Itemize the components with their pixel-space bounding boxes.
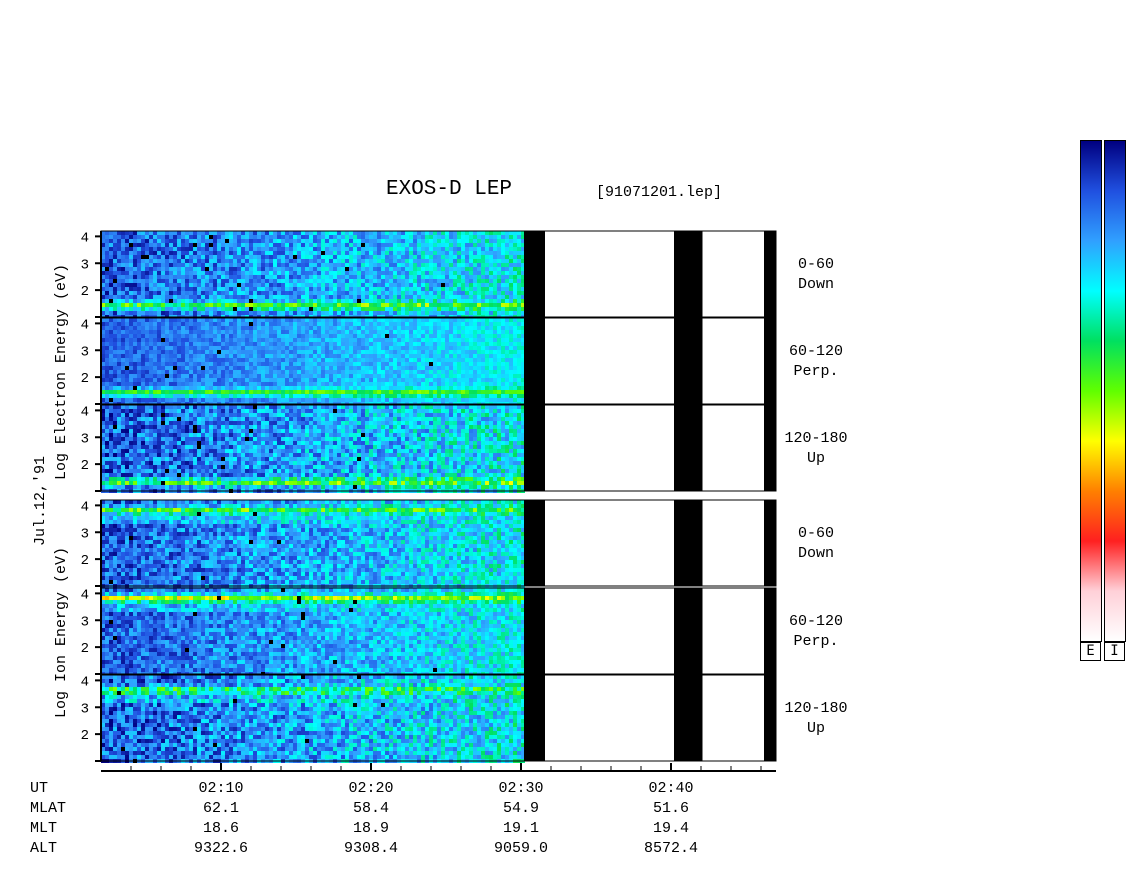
orbit-row-label-mlat: MLAT xyxy=(30,800,67,817)
orbit-value: 9308.4 xyxy=(343,840,398,857)
data-gap-bar xyxy=(674,500,703,586)
pitch-angle-range: 120-180 xyxy=(784,430,848,447)
spectrogram-panel-6 xyxy=(101,675,525,763)
angle-label-panel-4: 0-60 Down xyxy=(776,524,856,564)
chart-title: EXOS-D LEP xyxy=(386,178,513,201)
data-gap-bar xyxy=(674,588,703,674)
pitch-angle-range: 0-60 xyxy=(797,256,834,273)
pitch-direction: Down xyxy=(797,545,834,562)
spectrogram-panel-1 xyxy=(101,231,525,319)
data-gap-bar xyxy=(764,405,776,491)
orbit-value: 9059.0 xyxy=(493,840,548,857)
pitch-direction: Perp. xyxy=(793,363,839,380)
orbit-value: 02:10 xyxy=(198,780,244,797)
orbit-value: 62.1 xyxy=(202,800,239,817)
orbit-value: 19.1 xyxy=(502,820,539,837)
colorbar-label-ion: I xyxy=(1104,642,1125,661)
spectrogram-panel-5 xyxy=(101,588,525,676)
data-gap-bar xyxy=(674,675,703,761)
y-tick-label: 2 xyxy=(81,553,89,569)
pitch-direction: Perp. xyxy=(793,633,839,650)
pitch-angle-range: 0-60 xyxy=(797,525,834,542)
orbit-value: 02:30 xyxy=(498,780,544,797)
data-gap-bar xyxy=(524,500,545,586)
angle-label-panel-5: 60-120 Perp. xyxy=(776,612,856,652)
data-gap-bar xyxy=(674,405,703,491)
colorbar-electron xyxy=(1080,140,1102,642)
angle-label-panel-3: 120-180 Up xyxy=(776,429,856,469)
spectrogram-panel-2 xyxy=(101,318,525,406)
y-tick-label: 2 xyxy=(81,371,89,387)
y-tick-label: 2 xyxy=(81,458,89,474)
colorbar-ion xyxy=(1104,140,1126,642)
colorbar-label-electron: E xyxy=(1080,642,1101,661)
y-tick-label: 3 xyxy=(81,614,89,630)
data-gap-bar xyxy=(524,675,545,761)
no-data-region xyxy=(524,231,776,317)
y-tick-label: 4 xyxy=(81,230,89,246)
pitch-angle-range: 60-120 xyxy=(788,343,843,360)
electron-ylabel: Log Electron Energy (eV) xyxy=(53,263,70,480)
orbit-value: 58.4 xyxy=(352,800,389,817)
y-tick-label: 2 xyxy=(81,641,89,657)
y-tick-label: 4 xyxy=(81,674,89,690)
ion-ylabel: Log Ion Energy (eV) xyxy=(53,546,70,718)
y-tick-label: 3 xyxy=(81,257,89,273)
pitch-direction: Up xyxy=(806,720,825,737)
y-tick-label: 3 xyxy=(81,431,89,447)
chart-subtitle: [91071201.lep] xyxy=(596,184,723,201)
pitch-direction: Down xyxy=(797,276,834,293)
data-gap-bar xyxy=(764,500,776,586)
angle-label-panel-1: 0-60 Down xyxy=(776,255,856,295)
no-data-region xyxy=(524,675,776,761)
date-label: Jul.12,'91 xyxy=(32,455,49,546)
orbit-value: 02:20 xyxy=(348,780,394,797)
orbit-row-label-alt: ALT xyxy=(30,840,58,857)
data-gap-bar xyxy=(764,675,776,761)
orbit-value: 19.4 xyxy=(652,820,689,837)
data-gap-bar xyxy=(764,231,776,317)
no-data-region xyxy=(524,500,776,586)
orbit-value: 02:40 xyxy=(648,780,694,797)
data-gap-bar xyxy=(674,318,703,404)
no-data-region xyxy=(524,588,776,674)
angle-label-panel-6: 120-180 Up xyxy=(776,699,856,739)
no-data-region xyxy=(524,318,776,404)
y-tick-label: 3 xyxy=(81,701,89,717)
orbit-value: 51.6 xyxy=(652,800,689,817)
spectrogram-panel-4 xyxy=(101,500,525,588)
data-gap-bar xyxy=(674,231,703,317)
data-gap-bar xyxy=(524,588,545,674)
pitch-direction: Up xyxy=(806,450,825,467)
orbit-value: 8572.4 xyxy=(643,840,698,857)
orbit-value: 54.9 xyxy=(502,800,539,817)
spectrogram-panel-3 xyxy=(101,405,525,493)
data-gap-bar xyxy=(524,231,545,317)
orbit-value: 18.6 xyxy=(202,820,239,837)
orbit-value: 18.9 xyxy=(352,820,389,837)
y-tick-label: 4 xyxy=(81,499,89,515)
data-gap-bar xyxy=(764,318,776,404)
y-tick-label: 4 xyxy=(81,587,89,603)
y-tick-label: 3 xyxy=(81,526,89,542)
y-tick-label: 4 xyxy=(81,404,89,420)
y-tick-label: 3 xyxy=(81,344,89,360)
orbit-value: 9322.6 xyxy=(193,840,248,857)
data-gap-bar xyxy=(524,318,545,404)
orbit-row-label-mlt: MLT xyxy=(30,820,58,837)
y-tick-label: 2 xyxy=(81,728,89,744)
no-data-region xyxy=(524,405,776,491)
pitch-angle-range: 120-180 xyxy=(784,700,848,717)
angle-label-panel-2: 60-120 Perp. xyxy=(776,342,856,382)
pitch-angle-range: 60-120 xyxy=(788,613,843,630)
data-gap-bar xyxy=(764,588,776,674)
y-tick-label: 2 xyxy=(81,284,89,300)
y-tick-label: 4 xyxy=(81,317,89,333)
data-gap-bar xyxy=(524,405,545,491)
orbit-row-label-ut: UT xyxy=(30,780,49,797)
